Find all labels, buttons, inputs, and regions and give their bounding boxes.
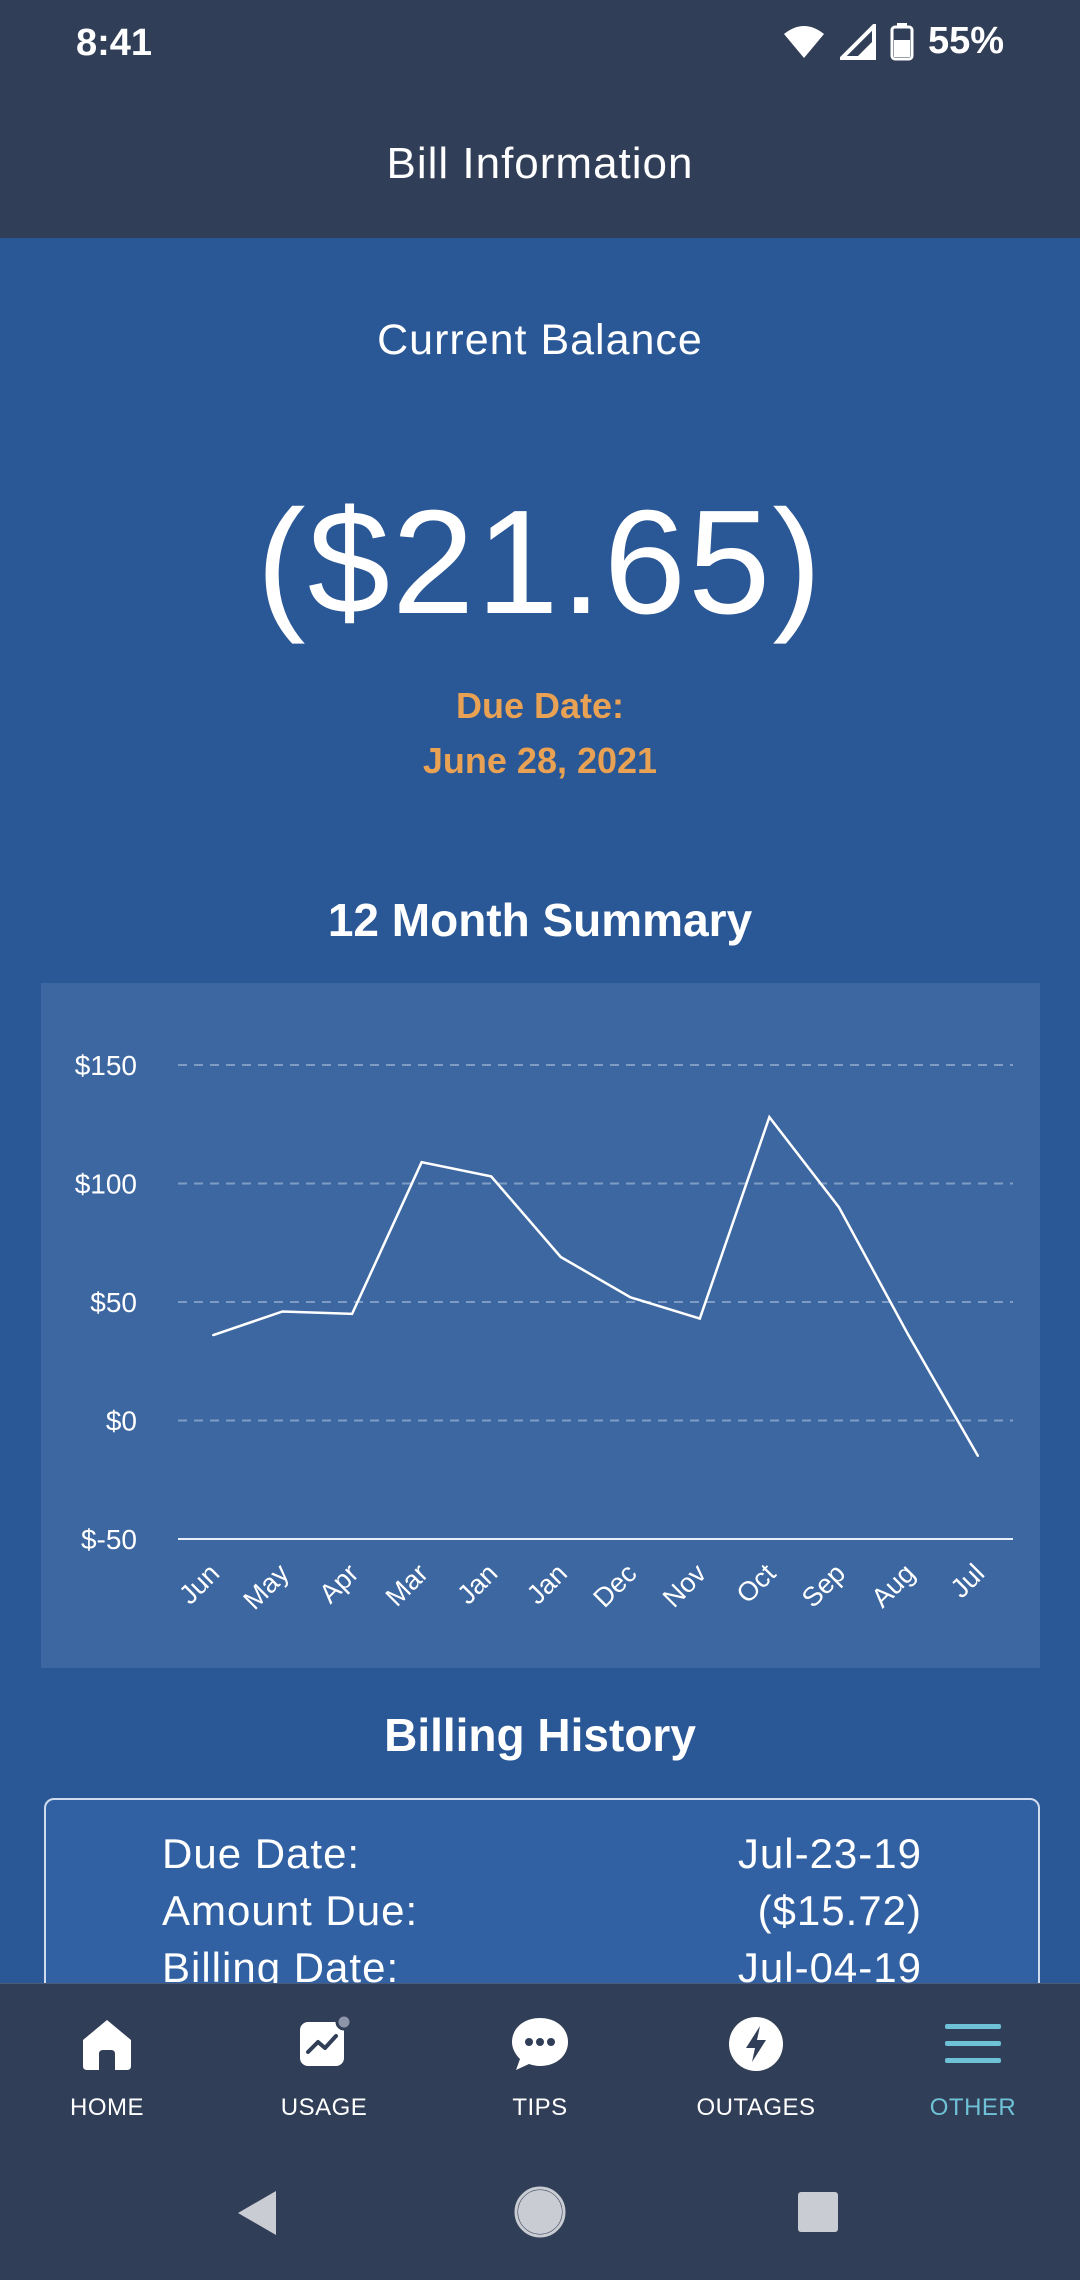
system-nav-bar — [0, 2141, 1080, 2280]
chart-series-line — [212, 1114, 980, 1457]
bill-amount-row: Amount Due: ($15.72) — [162, 1887, 922, 1935]
chart-xtick-label: Apr — [313, 1558, 364, 1609]
back-icon[interactable] — [236, 2189, 280, 2237]
nav-usage-label: USAGE — [280, 2094, 368, 2121]
chart-ytick-label: $150 — [75, 1050, 137, 1081]
bill-billing-date-row: Billing Date: Jul-04-19 — [162, 1944, 922, 1983]
chart-ytick-label: $100 — [75, 1169, 137, 1200]
nav-usage[interactable]: USAGE — [234, 2014, 414, 2122]
chart-ytick-label: $-50 — [81, 1524, 137, 1555]
chart-data-point — [977, 1455, 979, 1458]
billing-history-card[interactable]: Due Date: Jul-23-19 Amount Due: ($15.72)… — [44, 1798, 1040, 1983]
chart-data-point — [351, 1312, 354, 1315]
chart-xtick-label: Nov — [657, 1558, 713, 1614]
nav-home[interactable]: HOME — [17, 2014, 197, 2122]
menu-icon — [945, 2024, 1001, 2063]
current-balance-label: Current Balance — [377, 316, 703, 364]
chart-data-point — [559, 1255, 562, 1258]
cell-signal-icon — [839, 23, 876, 60]
battery-percent: 55% — [927, 20, 1004, 62]
status-icons: 55% — [782, 20, 1004, 63]
usage-icon — [300, 2014, 353, 2066]
current-balance-amount: ($21.65) — [256, 480, 824, 645]
bill-due-row: Due Date: Jul-23-19 — [162, 1830, 922, 1878]
chart-data-point — [629, 1296, 632, 1299]
chart-xtick-label: Jun — [173, 1558, 225, 1610]
home-icon — [83, 2020, 131, 2070]
chart-xtick-label: Mar — [380, 1558, 434, 1612]
due-date-label: Due Date: — [455, 685, 625, 726]
nav-outages[interactable]: OUTAGES — [666, 2014, 846, 2122]
status-time: 8:41 — [76, 22, 153, 64]
chart-ytick-label: $50 — [90, 1287, 137, 1318]
nav-home-label: HOME — [70, 2094, 144, 2121]
bill-amount-value: ($15.72) — [757, 1887, 922, 1934]
page-title: Bill Information — [386, 139, 694, 188]
chart-xtick-label: Oct — [731, 1558, 782, 1609]
home-circle-icon[interactable] — [514, 2186, 566, 2238]
recents-icon[interactable] — [797, 2191, 839, 2233]
outage-icon — [729, 2017, 783, 2071]
chart-xtick-label: Aug — [866, 1558, 921, 1613]
chart-xtick-label: Jan — [451, 1558, 503, 1610]
due-date-value: June 28, 2021 — [422, 740, 658, 781]
main-content[interactable]: Current Balance ($21.65) Due Date: June … — [0, 238, 1080, 1983]
chart-data-point — [212, 1334, 214, 1337]
nav-other-label: OTHER — [929, 2094, 1017, 2121]
chart-data-point — [490, 1175, 493, 1178]
chart-xtick-label: Jul — [945, 1558, 991, 1604]
chart-xtick-label: Sep — [796, 1558, 851, 1613]
tips-icon — [512, 2018, 568, 2070]
bill-due-value: Jul-23-19 — [737, 1830, 922, 1877]
chart-data-point — [420, 1161, 423, 1164]
status-bar: 8:41 55% — [0, 0, 1080, 90]
wifi-icon — [783, 25, 824, 58]
chart-xtick-label: May — [238, 1558, 296, 1616]
nav-tips[interactable]: TIPS — [450, 2014, 630, 2122]
bottom-nav: HOME USAGE TIPS OUTAGES OTHER — [0, 1983, 1080, 2142]
chart-xtick-label: Dec — [587, 1558, 642, 1613]
chart-data-point — [698, 1317, 701, 1320]
summary-chart-panel: $150 $100 $50 $0 $-50 Jun May Apr Mar Jan Jan Dec No… — [41, 983, 1040, 1668]
bill-due-label: Due Date: — [162, 1830, 361, 1877]
chart-data-point — [837, 1206, 840, 1209]
app-header: Bill Information — [0, 90, 1080, 238]
chart-ytick-label: $0 — [106, 1406, 137, 1437]
bill-billing-date-value: Jul-04-19 — [737, 1944, 922, 1983]
bill-billing-date-label: Billing Date: — [162, 1944, 400, 1983]
billing-history-title: Billing History — [384, 1709, 696, 1761]
nav-tips-label: TIPS — [512, 2094, 568, 2121]
nav-other[interactable]: OTHER — [883, 2014, 1063, 2122]
summary-line-chart: $150 $100 $50 $0 $-50 Jun May Apr Mar Jan Jan Dec No… — [75, 1050, 1013, 1616]
chart-data-point — [768, 1116, 771, 1119]
summary-title: 12 Month Summary — [327, 894, 753, 946]
nav-outages-label: OUTAGES — [696, 2094, 816, 2121]
chart-data-point — [907, 1334, 910, 1337]
chart-xtick-label: Jan — [521, 1558, 573, 1610]
chart-data-point — [281, 1310, 284, 1313]
bill-amount-label: Amount Due: — [162, 1887, 419, 1934]
battery-icon — [890, 22, 914, 60]
